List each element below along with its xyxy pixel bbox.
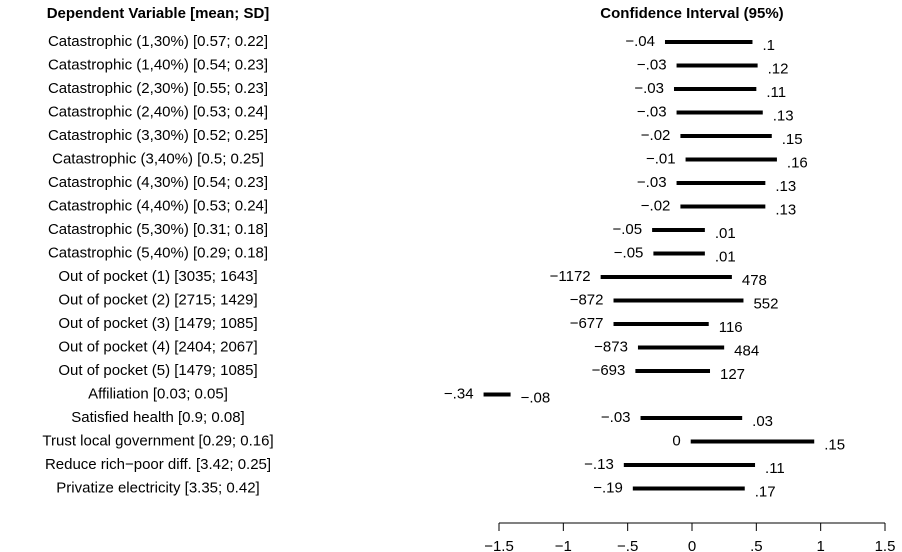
lower-label: −.05 <box>612 221 642 238</box>
row-label: Out of pocket (3) [1479; 1085] <box>58 315 257 332</box>
lower-label: −.03 <box>634 80 664 97</box>
upper-label: .17 <box>755 483 776 500</box>
row-label: Catastrophic (1,30%) [0.57; 0.22] <box>48 33 268 50</box>
row-label: Catastrophic (5,30%) [0.31; 0.18] <box>48 221 268 238</box>
chart-title: Confidence Interval (95%) <box>600 5 783 22</box>
upper-label: 116 <box>719 319 743 336</box>
x-tick-label: 1 <box>816 538 824 552</box>
row-label: Catastrophic (2,30%) [0.55; 0.23] <box>48 80 268 97</box>
lower-label: −1172 <box>550 268 591 285</box>
lower-label: −.13 <box>584 456 614 473</box>
upper-label: .15 <box>782 131 803 148</box>
row-label: Out of pocket (2) [2715; 1429] <box>58 291 257 308</box>
lower-label: −.19 <box>593 479 623 496</box>
lower-label: −.03 <box>637 103 667 120</box>
x-tick-label: .5 <box>750 538 763 552</box>
lower-label: −.05 <box>614 244 644 261</box>
row-label: Out of pocket (5) [1479; 1085] <box>58 362 257 379</box>
upper-label: 552 <box>753 295 778 312</box>
row-label: Affiliation [0.03; 0.05] <box>88 385 228 402</box>
upper-label: .01 <box>715 248 736 265</box>
x-tick-label: 1.5 <box>875 538 896 552</box>
lower-label: −.04 <box>625 33 655 50</box>
x-tick-label: −1 <box>555 538 572 552</box>
row-label: Catastrophic (4,40%) [0.53; 0.24] <box>48 197 268 214</box>
lower-label: −677 <box>570 315 604 332</box>
lower-label: −.03 <box>637 56 667 73</box>
row-label: Catastrophic (3,30%) [0.52; 0.25] <box>48 127 268 144</box>
upper-label: .12 <box>768 60 789 77</box>
upper-label: 127 <box>720 366 745 383</box>
upper-label: .01 <box>715 225 736 242</box>
label-header: Dependent Variable [mean; SD] <box>47 5 270 22</box>
upper-label: .03 <box>752 413 773 430</box>
row-label: Out of pocket (1) [3035; 1643] <box>58 268 257 285</box>
x-tick-label: −1.5 <box>484 538 514 552</box>
lower-label: −.34 <box>444 385 474 402</box>
upper-label: .11 <box>766 84 786 101</box>
row-label: Catastrophic (5,40%) [0.29; 0.18] <box>48 244 268 261</box>
upper-label: .13 <box>775 201 796 218</box>
row-label: Trust local government [0.29; 0.16] <box>42 432 273 449</box>
x-tick-label: −.5 <box>617 538 638 552</box>
row-label: Catastrophic (3,40%) [0.5; 0.25] <box>52 150 264 167</box>
upper-label: .1 <box>762 37 775 54</box>
row-label: Catastrophic (2,40%) [0.53; 0.24] <box>48 103 268 120</box>
upper-label: .11 <box>765 460 785 477</box>
lower-label: −.03 <box>637 174 667 191</box>
upper-label: −.08 <box>521 389 551 406</box>
lower-label: −872 <box>570 291 604 308</box>
lower-label: −.03 <box>601 409 631 426</box>
upper-label: 478 <box>742 272 767 289</box>
lower-label: −.02 <box>641 127 671 144</box>
upper-label: .16 <box>787 154 808 171</box>
row-label: Reduce rich−poor diff. [3.42; 0.25] <box>45 456 271 473</box>
upper-label: .15 <box>824 436 845 453</box>
lower-label: −.02 <box>641 197 671 214</box>
lower-label: 0 <box>672 432 680 449</box>
upper-label: .13 <box>775 178 796 195</box>
lower-label: −693 <box>592 362 626 379</box>
row-label: Satisfied health [0.9; 0.08] <box>71 409 244 426</box>
lower-label: −.01 <box>646 150 676 167</box>
x-tick-label: 0 <box>688 538 696 552</box>
row-label: Catastrophic (1,40%) [0.54; 0.23] <box>48 56 268 73</box>
upper-label: .13 <box>773 107 794 124</box>
lower-label: −873 <box>594 338 628 355</box>
upper-label: 484 <box>734 342 759 359</box>
row-label: Privatize electricity [3.35; 0.42] <box>56 479 259 496</box>
row-label: Catastrophic (4,30%) [0.54; 0.23] <box>48 174 268 191</box>
row-label: Out of pocket (4) [2404; 2067] <box>58 338 257 355</box>
